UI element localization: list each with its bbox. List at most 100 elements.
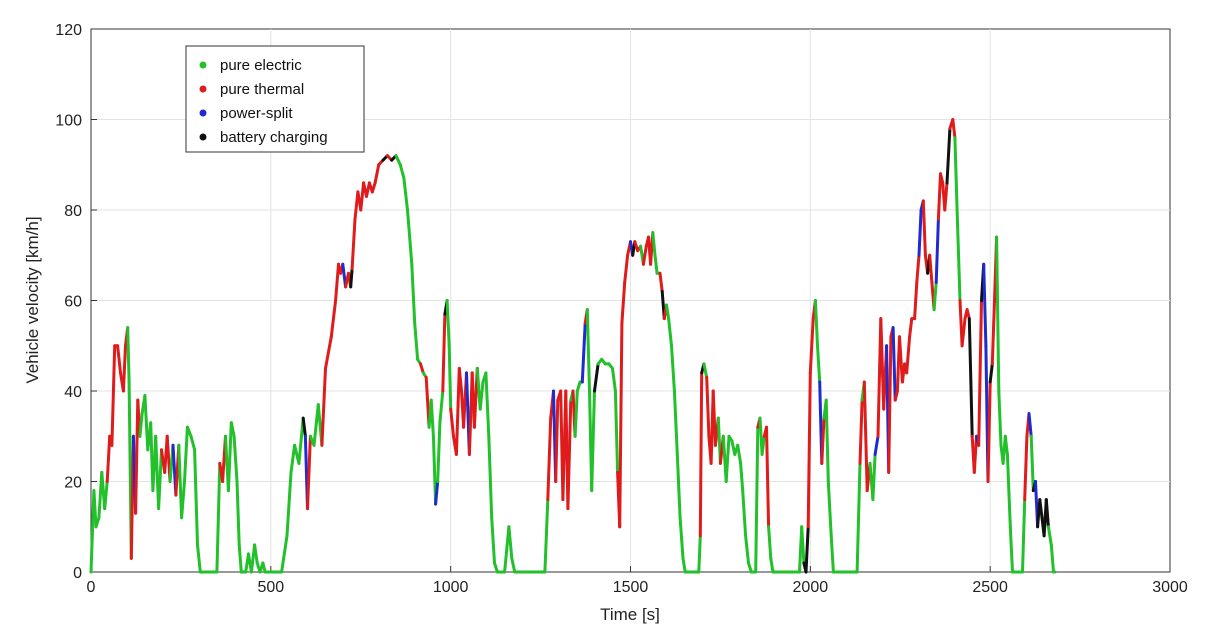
legend-label-power-split: power-split (220, 105, 293, 122)
trace-segment-pure-electric (997, 389, 1003, 447)
trace-segment-battery-charging (1044, 498, 1050, 529)
trace-segment-pure-thermal (350, 217, 357, 271)
trace-segment-pure-electric (955, 208, 962, 302)
legend-marker-battery-charging (199, 133, 207, 141)
trace-segment-pure-thermal (977, 299, 983, 447)
y-tick-label: 120 (55, 22, 82, 39)
trace-segment-pure-thermal (121, 344, 127, 393)
trace-segment-power-split (934, 217, 940, 284)
trace-segment-battery-charging (1038, 498, 1044, 520)
trace-segment-pure-thermal (921, 199, 927, 257)
trace-segment-pure-electric (215, 461, 222, 574)
trace-segment-pure-thermal (990, 299, 996, 366)
trace-segment-pure-electric (871, 452, 877, 502)
trace-segment-pure-electric (490, 516, 496, 565)
trace-segment-pure-thermal (887, 335, 893, 474)
trace-segment-pure-electric (232, 434, 239, 483)
trace-segment-pure-electric (438, 389, 445, 425)
trace-segment-pure-electric (1021, 498, 1027, 574)
x-tick-label: 1500 (613, 579, 649, 596)
trace-segment-pure-electric (445, 299, 451, 348)
trace-segment-pure-electric (800, 525, 806, 565)
trace-segment-battery-charging (967, 317, 974, 438)
trace-segment-pure-electric (398, 163, 406, 180)
trace-segment-pure-electric (767, 525, 773, 560)
trace-segment-pure-electric (436, 421, 442, 483)
trace-segment-battery-charging (593, 362, 600, 393)
trace-segment-pure-electric (670, 344, 676, 393)
trace-segment-power-split (434, 480, 440, 506)
trace-segment-pure-electric (741, 489, 748, 538)
trace-segment-pure-electric (226, 421, 233, 493)
trace-segment-pure-electric (196, 543, 202, 574)
trace-segment-pure-thermal (116, 344, 122, 375)
legend-label-pure-thermal: pure thermal (220, 81, 304, 98)
trace-segment-pure-thermal (951, 118, 957, 140)
trace-segment-pure-electric (237, 543, 243, 574)
trace-segment-pure-electric (590, 389, 596, 493)
trace-segment-pure-electric (585, 308, 591, 393)
trace-segment-pure-electric (953, 136, 959, 212)
trace-segment-pure-electric (702, 362, 709, 379)
trace-segment-pure-electric (289, 443, 297, 474)
velocity-trace (89, 118, 1057, 574)
trace-segment-pure-thermal (820, 416, 826, 465)
trace-segment-pure-electric (575, 380, 582, 393)
trace-segment-pure-thermal (862, 380, 869, 493)
trace-segment-pure-electric (510, 556, 517, 574)
trace-segment-pure-electric (484, 371, 491, 438)
trace-segment-pure-electric (507, 525, 514, 560)
trace-segment-power-split (873, 434, 880, 456)
trace-segment-pure-thermal (566, 398, 573, 511)
trace-segment-pure-thermal (908, 317, 914, 339)
legend-marker-pure-electric (199, 61, 207, 69)
trace-segment-pure-electric (280, 534, 289, 574)
trace-segment-pure-electric (672, 389, 679, 456)
trace-segment-pure-thermal (320, 366, 327, 447)
trace-segment-pure-thermal (915, 253, 921, 284)
trace-segment-pure-electric (429, 398, 435, 438)
y-tick-label: 20 (64, 475, 82, 492)
x-axis-label: Time [s] (600, 605, 660, 624)
trace-segment-pure-electric (816, 344, 822, 384)
trace-segment-battery-charging (301, 416, 307, 438)
trace-segment-pure-electric (157, 448, 163, 511)
trace-segment-pure-electric (235, 480, 241, 547)
y-axis-label: Vehicle velocity [km/h] (23, 216, 42, 383)
trace-segment-pure-electric (103, 480, 109, 511)
trace-segment-pure-thermal (1023, 434, 1029, 502)
trace-segment-pure-electric (681, 556, 687, 574)
trace-segment-pure-electric (736, 443, 743, 465)
trace-segment-pure-electric (229, 421, 236, 438)
axis-ticks: 0 500 1000 1500 2000 2500 3000 0 20 40 60 80 100 120 (55, 22, 1188, 596)
trace-segment-pure-thermal (893, 389, 899, 402)
trace-segment-pure-thermal (965, 308, 971, 321)
legend-marker-pure-thermal (199, 85, 207, 93)
y-tick-label: 40 (64, 384, 82, 401)
trace-segment-pure-electric (829, 534, 835, 574)
trace-segment-pure-thermal (698, 371, 704, 538)
trace-segment-pure-thermal (329, 299, 338, 339)
trace-segment-pure-electric (667, 317, 673, 348)
trace-segment-pure-thermal (936, 172, 942, 221)
trace-segment-pure-electric (193, 448, 199, 547)
trace-segment-pure-electric (253, 543, 259, 565)
trace-segment-pure-thermal (441, 312, 447, 393)
trace-segment-pure-electric (826, 480, 833, 538)
trace-segment-pure-electric (1008, 525, 1014, 574)
trace-segment-pure-thermal (334, 262, 340, 302)
trace-segment-pure-electric (611, 366, 617, 393)
trace-segment-pure-electric (739, 461, 745, 493)
trace-segment-power-split (1027, 412, 1033, 438)
trace-segment-pure-electric (94, 516, 101, 529)
trace-segment-pure-electric (183, 425, 189, 483)
trace-segment-pure-electric (1003, 434, 1009, 456)
trace-segment-pure-electric (543, 498, 550, 574)
trace-segment-pure-electric (1046, 525, 1053, 547)
trace-segment-pure-electric (297, 416, 305, 465)
trace-segment-pure-electric (855, 461, 862, 574)
trace-segment-pure-thermal (373, 163, 381, 185)
legend: pure electric pure thermal power-split batt… (185, 45, 365, 153)
x-tick-label: 2500 (972, 579, 1008, 596)
